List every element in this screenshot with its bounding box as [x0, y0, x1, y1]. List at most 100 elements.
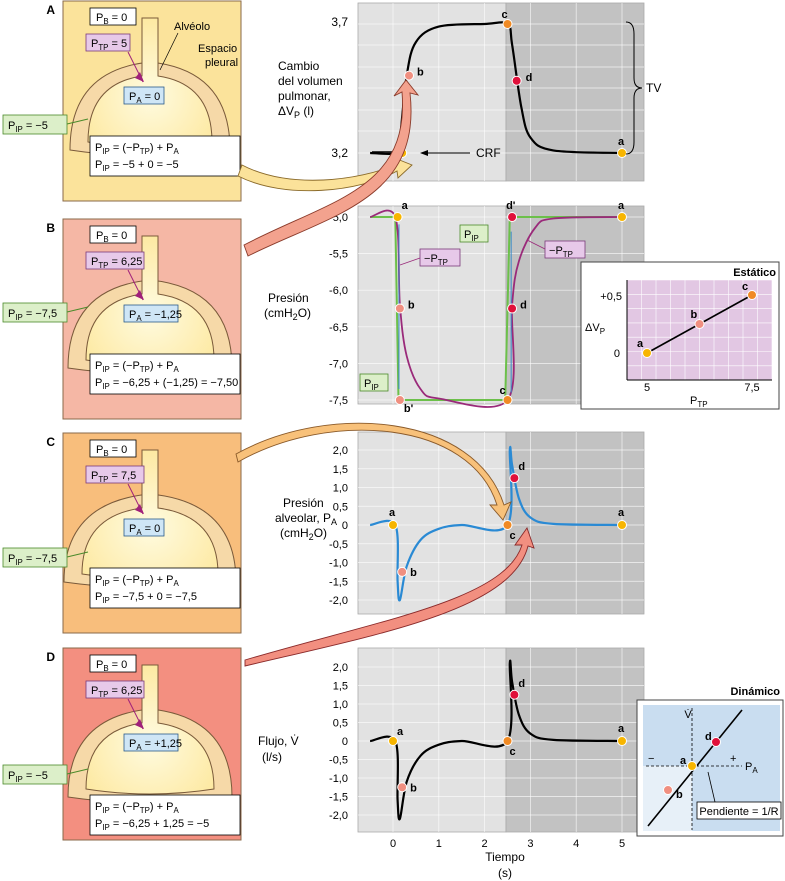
ytick: 2,0 — [333, 662, 348, 674]
point-label: b — [408, 300, 415, 312]
static-xtick-left: 5 — [644, 382, 650, 394]
pip-label: PIP​ = −5 — [8, 770, 48, 784]
equation-line-2: PIP​ = −5 + 0 = −5 — [95, 159, 179, 173]
svg-text:alveolar, PA: alveolar, PA — [275, 511, 337, 527]
point-a — [617, 148, 627, 158]
alveolus — [85, 664, 215, 795]
pb-box — [89, 7, 137, 26]
tv-brace — [625, 21, 643, 155]
ptp-box — [85, 465, 145, 484]
point-dprime — [507, 212, 518, 222]
point-a — [642, 348, 652, 358]
ytick: -1,0 — [329, 773, 348, 785]
ytick: -6,0 — [329, 285, 348, 297]
ytick: -0,5 — [329, 755, 348, 767]
static-ytick-top: +0,5 — [600, 291, 622, 303]
ytick: -2,0 — [329, 810, 348, 822]
ytick: 1,0 — [333, 699, 348, 711]
arrow-d-to-alveolar — [244, 527, 535, 667]
point-bprime — [394, 395, 405, 405]
pip-box — [2, 547, 68, 568]
connector-arrows — [235, 79, 535, 667]
pip-label: PIP​ = −7,5 — [8, 553, 57, 567]
xtick: 4 — [573, 838, 579, 850]
time-axis-label: Tiempo (s) — [485, 850, 525, 880]
point-label: c — [502, 9, 508, 21]
static-inset: Estático +0,5 0 5 7,5 ΔVP PTP abc — [580, 261, 780, 410]
ytick: -7,5 — [329, 395, 348, 407]
pleural-label-1: Espacio — [198, 43, 237, 55]
point-c — [747, 290, 757, 300]
ptp-box — [85, 33, 131, 52]
point-label: a — [618, 136, 625, 148]
point-label: b — [676, 789, 683, 801]
flow-ylabel: Flujo, V̇ (l/s) — [258, 734, 299, 764]
point-label: a — [618, 507, 625, 519]
svg-text:(cmH2O): (cmH2O) — [280, 526, 327, 542]
ptp-box — [85, 680, 145, 699]
pip-series-label-top: PIP​ — [464, 229, 479, 243]
point-label: a — [637, 338, 644, 350]
pip-pointer — [66, 306, 89, 313]
point-label: c — [510, 746, 516, 758]
svg-text:Tiempo: Tiempo — [485, 850, 525, 864]
point-b — [694, 319, 705, 329]
equation-line-2: PIP​ = −6,25 + 1,25 = −5 — [95, 818, 209, 832]
pip-label: PIP​ = −7,5 — [8, 308, 57, 322]
point-label: c — [510, 530, 516, 542]
svg-text:del volumen: del volumen — [278, 74, 343, 88]
pb-box — [89, 654, 137, 673]
xtick: 3 — [527, 838, 533, 850]
ytick: -1,5 — [329, 576, 348, 588]
point-b — [394, 303, 405, 314]
pip-box — [2, 114, 68, 135]
svg-text:Flujo, V̇: Flujo, V̇ — [258, 734, 299, 748]
point-a — [617, 736, 627, 746]
point-b — [397, 782, 408, 793]
pb-box — [89, 225, 137, 244]
flow-curve — [369, 659, 623, 821]
ptp-arrowhead — [135, 504, 144, 514]
panel-letter: A — [46, 3, 55, 17]
ptp-series-label-right: −PTP​ — [549, 245, 573, 259]
pb-label: PB​ = 0 — [96, 230, 127, 244]
point-label: d — [526, 72, 533, 84]
point-label: d — [518, 678, 525, 690]
ytick: -5,5 — [329, 249, 348, 261]
xtick: 2 — [482, 838, 488, 850]
ytick: 0 — [342, 520, 348, 532]
pa-box — [123, 518, 165, 537]
pip-pointer — [66, 118, 89, 125]
svg-text:(l/s): (l/s) — [262, 750, 282, 764]
ptp-box — [85, 251, 145, 270]
svg-text:(s): (s) — [498, 866, 512, 880]
arrow-c-to-alveolar — [235, 422, 512, 521]
point-c — [502, 19, 513, 29]
ytick: 0,5 — [333, 718, 348, 730]
panel-letter: B — [46, 221, 55, 235]
ptp-pointer-right — [526, 239, 546, 250]
pip-label-box-top — [459, 224, 489, 243]
volume-ytick-top: 3,7 — [331, 15, 348, 29]
ptp-arrowhead — [135, 290, 144, 300]
panel-letter: C — [46, 435, 55, 449]
pb-label: PB​ = 0 — [96, 444, 127, 458]
dynamic-neg-sign: − — [648, 753, 654, 765]
volume-ylabel: Cambio del volumen pulmonar, ΔVP (l) — [278, 59, 343, 120]
ptp-arrowhead — [135, 72, 144, 82]
svg-text:(cmH2O): (cmH2O) — [264, 306, 311, 322]
point-a — [388, 736, 398, 746]
point-label: a — [680, 755, 687, 767]
dynamic-title: Dinámico — [730, 686, 780, 698]
svg-text:Presión: Presión — [283, 496, 324, 510]
point-d — [711, 737, 721, 747]
pip-series-label-bottom: PIP​ — [364, 378, 379, 392]
point-b — [404, 70, 415, 81]
point-c — [502, 736, 513, 746]
pa-box — [123, 86, 165, 105]
static-title: Estático — [733, 267, 776, 279]
ptp-label: PTP​ = 7,5 — [91, 470, 136, 484]
ytick: -1,0 — [329, 558, 348, 570]
ytick: 1,5 — [333, 464, 348, 476]
